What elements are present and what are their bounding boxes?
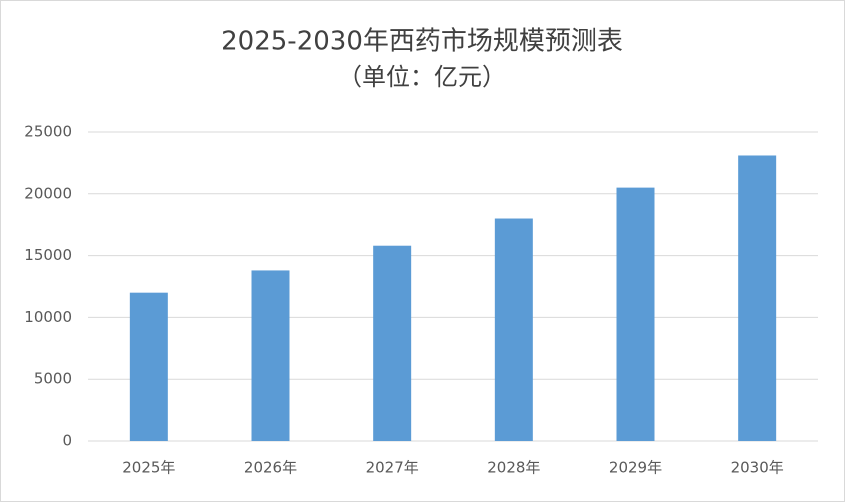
x-tick-label: 2029年 [609, 459, 662, 477]
y-tick-label: 20000 [24, 184, 72, 202]
y-tick-label: 25000 [24, 123, 72, 141]
bar [251, 270, 290, 441]
bar [494, 218, 533, 441]
x-tick-label: 2030年 [731, 459, 784, 477]
chart-title: 2025-2030年西药市场规模预测表 [221, 27, 623, 57]
chart-subtitle: （单位：亿元） [338, 63, 506, 91]
bar [738, 155, 777, 441]
x-tick-label: 2028年 [487, 459, 540, 477]
y-tick-label: 15000 [24, 246, 72, 264]
bar [129, 292, 168, 441]
x-tick-label: 2026年 [244, 459, 297, 477]
y-tick-label: 10000 [24, 308, 72, 326]
bar [616, 187, 655, 441]
y-tick-label: 5000 [34, 370, 72, 388]
x-tick-label: 2027年 [366, 459, 419, 477]
bar [373, 245, 412, 441]
y-tick-label: 0 [62, 432, 72, 450]
x-tick-label: 2025年 [122, 459, 175, 477]
